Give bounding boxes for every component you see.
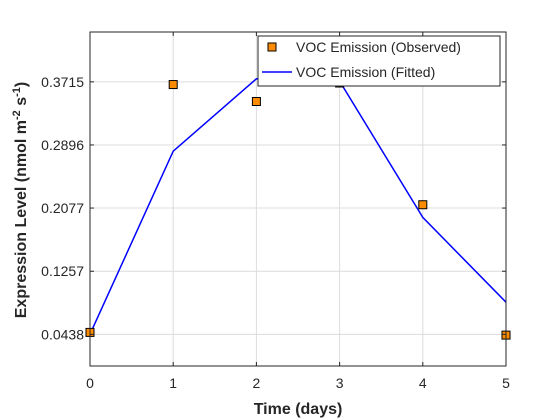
- y-tick-label: 0.0438: [41, 326, 84, 342]
- legend-box: [257, 35, 501, 87]
- observed-point: [168, 80, 178, 90]
- x-tick-label: 3: [336, 375, 344, 391]
- y-axis-title-superscript: -2: [11, 110, 23, 120]
- plot-area: [90, 32, 506, 366]
- y-axis-title-part: s: [13, 97, 30, 110]
- plot-frame: [89, 31, 507, 367]
- x-tick-label: 0: [86, 375, 94, 391]
- y-tick-label: 0.2077: [41, 200, 84, 216]
- y-axis-title: Expression Level (nmol m-2 s-1): [11, 82, 30, 319]
- x-tick-label: 5: [502, 375, 510, 391]
- observed-point: [251, 96, 261, 106]
- y-axis-title-part: ): [13, 82, 30, 87]
- legend-marker-observed: [267, 42, 277, 52]
- y-axis-title-superscript: -1: [11, 87, 23, 97]
- legend: VOC Emission (Observed) VOC Emission (Fi…: [257, 35, 501, 87]
- legend-label-observed: VOC Emission (Observed): [296, 39, 461, 55]
- x-tick-label: 1: [169, 375, 177, 391]
- y-axis-ticks: 0.0438 0.1257 0.2077 0.2896 0.3715: [41, 74, 506, 342]
- y-axis-title-part: Expression Level (nmol m: [13, 120, 30, 318]
- x-tick-label: 2: [253, 375, 261, 391]
- x-tick-label: 4: [419, 375, 427, 391]
- observed-point: [418, 200, 428, 210]
- x-axis-title: Time (days): [254, 401, 343, 418]
- x-axis-ticks: 0 1 2 3 4 5: [86, 32, 510, 391]
- y-tick-label: 0.1257: [41, 263, 84, 279]
- legend-label-fitted: VOC Emission (Fitted): [296, 64, 435, 80]
- y-tick-label: 0.2896: [41, 137, 84, 153]
- y-tick-label: 0.3715: [41, 74, 84, 90]
